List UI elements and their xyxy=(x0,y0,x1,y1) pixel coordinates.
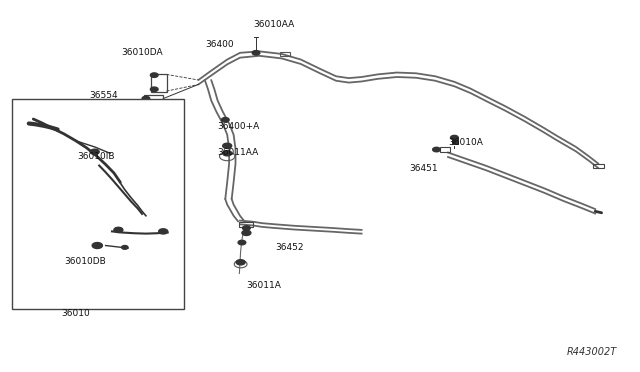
Bar xyxy=(144,95,163,102)
Circle shape xyxy=(114,227,123,232)
Circle shape xyxy=(142,96,150,101)
Circle shape xyxy=(243,226,250,230)
Circle shape xyxy=(252,51,260,55)
Bar xyxy=(440,147,450,152)
Text: 36011A: 36011A xyxy=(246,281,281,290)
Text: 36010IB: 36010IB xyxy=(77,152,115,161)
Circle shape xyxy=(90,149,99,154)
Bar xyxy=(12,99,184,309)
Circle shape xyxy=(242,230,251,235)
Text: 36452: 36452 xyxy=(275,243,304,252)
Circle shape xyxy=(159,229,168,234)
Text: 36400+A: 36400+A xyxy=(218,122,260,131)
Bar xyxy=(280,52,290,56)
Text: 36010DA: 36010DA xyxy=(122,48,163,57)
Circle shape xyxy=(236,260,245,265)
Circle shape xyxy=(150,73,158,77)
Circle shape xyxy=(223,151,232,156)
Circle shape xyxy=(221,118,229,122)
Circle shape xyxy=(150,87,158,92)
Bar xyxy=(452,137,459,145)
Text: 36011AA: 36011AA xyxy=(218,148,259,157)
Text: 36010AA: 36010AA xyxy=(253,20,294,29)
Text: 36010A: 36010A xyxy=(448,138,483,147)
Bar xyxy=(151,74,167,92)
Circle shape xyxy=(451,135,458,140)
Circle shape xyxy=(238,240,246,245)
Bar xyxy=(593,164,604,168)
Circle shape xyxy=(223,143,232,148)
Text: 36400: 36400 xyxy=(205,40,234,49)
Circle shape xyxy=(433,147,440,152)
Bar xyxy=(239,222,253,227)
Text: R443002T: R443002T xyxy=(566,347,617,356)
Text: 36010DB: 36010DB xyxy=(64,257,106,266)
Circle shape xyxy=(122,246,128,249)
Circle shape xyxy=(92,243,102,248)
Text: 36554: 36554 xyxy=(90,92,118,100)
Text: 36010: 36010 xyxy=(61,309,90,318)
Text: 36451: 36451 xyxy=(410,164,438,173)
